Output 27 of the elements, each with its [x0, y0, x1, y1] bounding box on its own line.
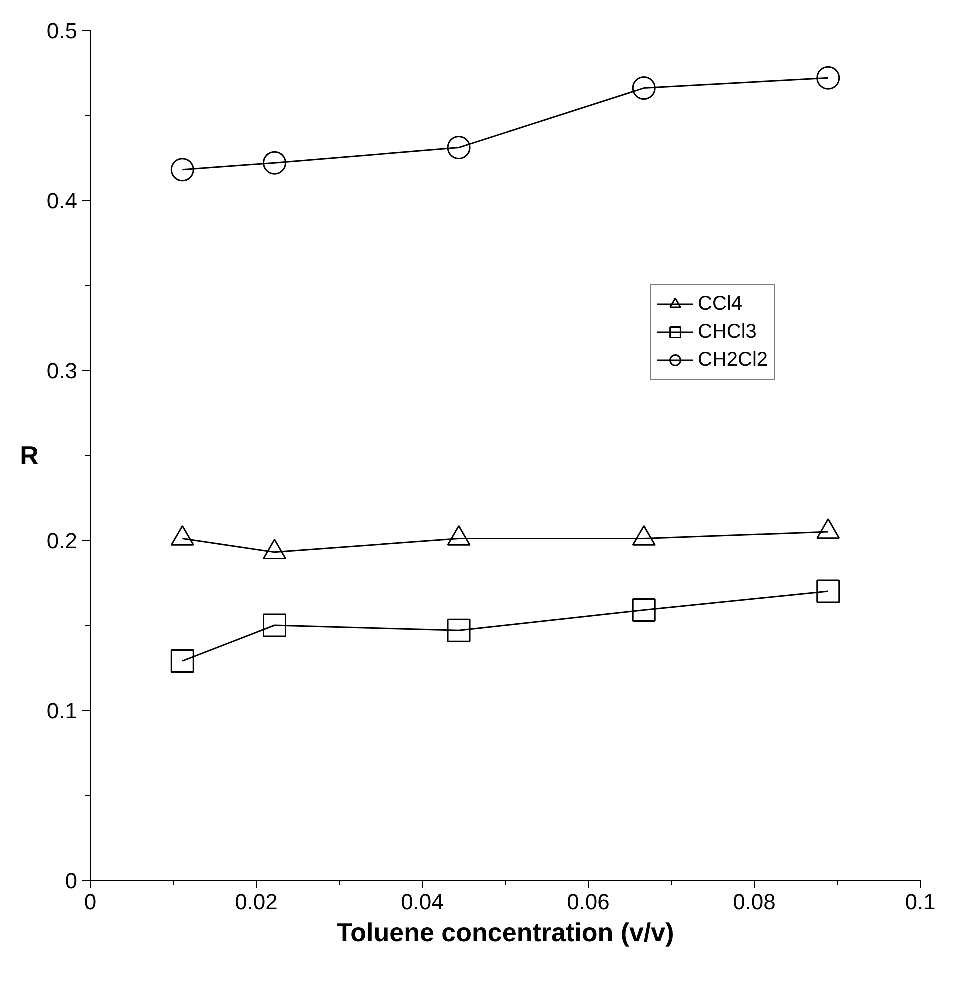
legend-label: CCl4 — [698, 292, 742, 316]
legend-label: CH2Cl2 — [698, 348, 768, 372]
y-tick-label: 0.3 — [46, 358, 78, 384]
x-axis-title: Toluene concentration (v/v) — [336, 918, 674, 948]
point — [816, 66, 840, 90]
x-tick-label: 0.1 — [905, 890, 936, 914]
x-tick-label: 0.04 — [401, 890, 444, 914]
point — [263, 614, 287, 638]
y-tick-label: 0.1 — [46, 698, 78, 724]
point — [170, 158, 194, 182]
point — [632, 76, 656, 100]
point — [170, 649, 194, 673]
y-tick-label: 0 — [65, 868, 78, 894]
x-tick-label: 0.02 — [235, 890, 278, 914]
point — [816, 580, 840, 604]
point — [632, 598, 656, 622]
y-tick-label: 0.2 — [46, 528, 78, 554]
y-tick-label: 0.4 — [46, 188, 78, 214]
y-tick-label: 0.5 — [46, 18, 78, 44]
y-axis-title: R — [20, 440, 40, 470]
x-tick-label: 0 — [84, 890, 97, 914]
point — [447, 136, 471, 160]
legend-label: CHCl3 — [698, 320, 757, 344]
point — [263, 151, 287, 175]
point — [447, 618, 471, 642]
x-tick-label: 0.06 — [567, 890, 610, 914]
x-tick-label: 0.08 — [733, 890, 776, 914]
